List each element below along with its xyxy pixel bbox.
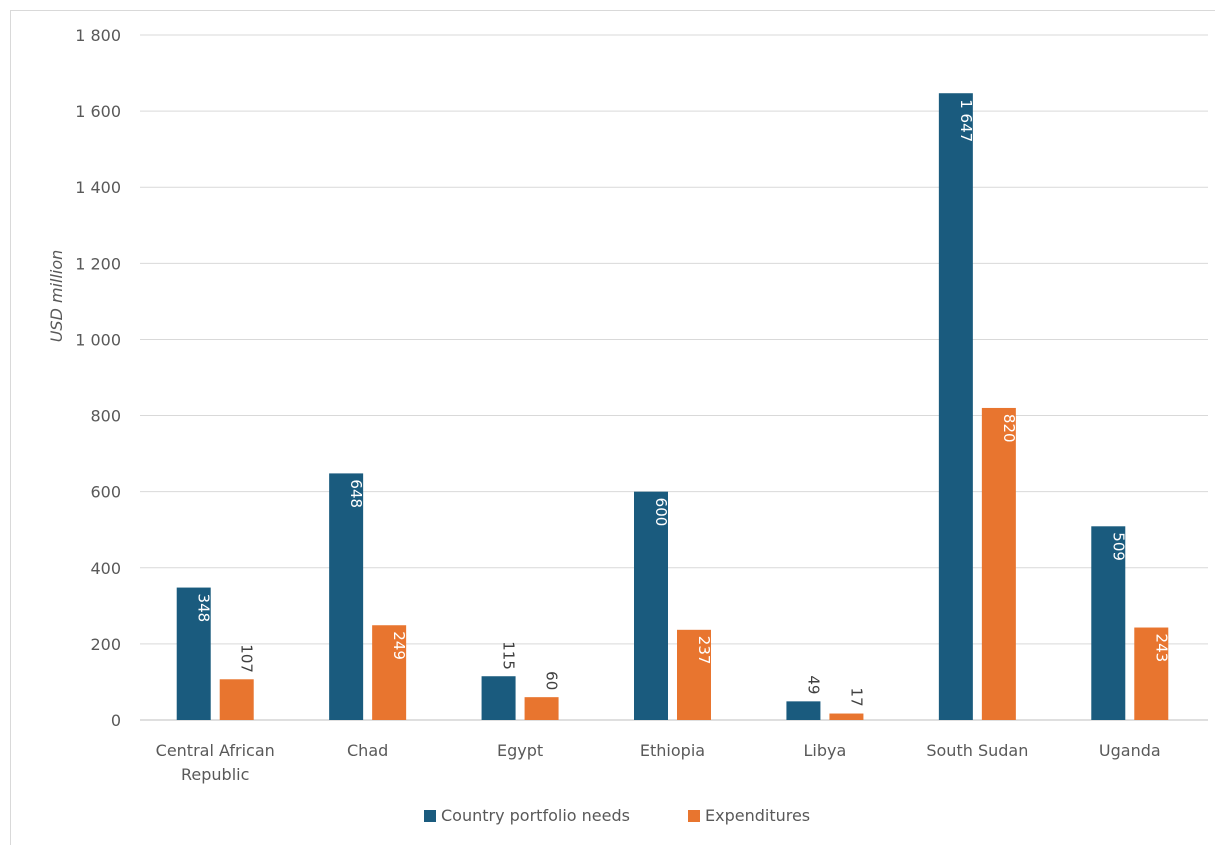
gridlines xyxy=(140,34,1208,721)
data-label: 1 647 xyxy=(957,99,975,142)
data-label: 60 xyxy=(543,671,561,690)
data-label: 600 xyxy=(652,498,670,527)
x-category-label: Libya xyxy=(804,741,847,760)
bar-country-portfolio-needs xyxy=(786,701,821,720)
data-label: 820 xyxy=(1000,414,1018,443)
data-label: 237 xyxy=(695,636,713,665)
bar-country-portfolio-needs xyxy=(938,93,973,721)
y-axis-label: USD million xyxy=(47,250,66,343)
legend-label-country-portfolio-needs: Country portfolio needs xyxy=(441,806,630,825)
bar-expenditures xyxy=(829,713,864,720)
y-tick-label: 400 xyxy=(90,559,121,578)
legend-swatch-expenditures xyxy=(688,810,700,822)
data-label: 115 xyxy=(500,641,518,670)
data-label: 107 xyxy=(238,644,256,673)
data-label: 17 xyxy=(847,688,865,707)
x-category-label: Republic xyxy=(181,765,249,784)
data-label: 49 xyxy=(804,675,822,694)
bars: 348 107 648 249 115 60 600 237 49 17 1 647 820 509 24… xyxy=(176,93,1170,721)
y-tick-label: 1 200 xyxy=(75,254,121,273)
y-tick-label: 600 xyxy=(90,483,121,502)
x-axis-categories: Central African Republic Chad Egypt Ethiopia… xyxy=(156,741,1161,784)
x-category-label: Ethiopia xyxy=(640,741,705,760)
bar-expenditures xyxy=(677,629,711,720)
y-tick-label: 1 600 xyxy=(75,102,121,121)
legend: Country portfolio needs Expenditures xyxy=(424,806,810,825)
bar-expenditures xyxy=(372,625,407,720)
bar-country-portfolio-needs xyxy=(481,676,516,720)
bar-expenditures xyxy=(1134,627,1169,720)
data-label: 509 xyxy=(1109,532,1127,561)
y-axis-ticks: 0 200 400 600 800 1 000 1 200 1 400 1 600 1 800 xyxy=(75,26,121,730)
bar-country-portfolio-needs xyxy=(329,473,364,720)
x-category-label: Uganda xyxy=(1099,741,1161,760)
x-category-label: Chad xyxy=(347,741,388,760)
y-tick-label: 200 xyxy=(90,635,121,654)
chart-frame xyxy=(10,10,1215,845)
legend-swatch-country-portfolio-needs xyxy=(424,810,436,822)
data-label: 243 xyxy=(1152,634,1170,663)
bar-expenditures xyxy=(524,697,559,720)
bar-country-portfolio-needs xyxy=(176,587,211,720)
x-category-label: Central African xyxy=(156,741,275,760)
data-label: 249 xyxy=(390,631,408,660)
legend-label-expenditures: Expenditures xyxy=(705,806,810,825)
y-tick-label: 800 xyxy=(90,407,121,426)
x-category-label: Egypt xyxy=(497,741,543,760)
y-tick-label: 1 400 xyxy=(75,178,121,197)
bar-expenditures xyxy=(981,407,1016,720)
y-tick-label: 1 800 xyxy=(75,26,121,45)
bar-country-portfolio-needs xyxy=(634,491,668,720)
bar-country-portfolio-needs xyxy=(1091,526,1126,720)
data-label: 348 xyxy=(195,594,213,623)
y-tick-label: 0 xyxy=(111,711,121,730)
bar-expenditures xyxy=(219,679,254,720)
x-category-label: South Sudan xyxy=(926,741,1028,760)
y-tick-label: 1 000 xyxy=(75,330,121,349)
data-label: 648 xyxy=(347,479,365,508)
